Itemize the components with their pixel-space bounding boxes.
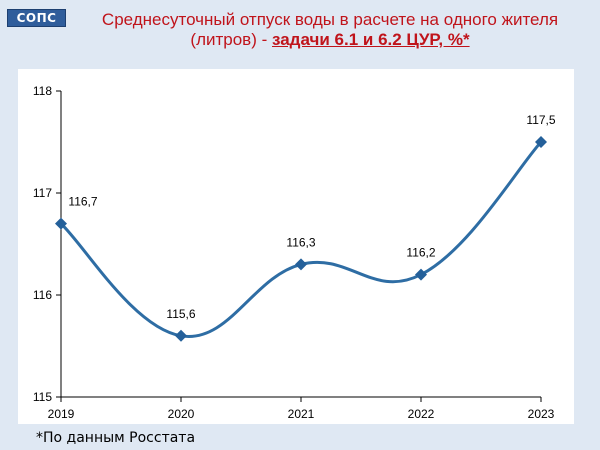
data-label: 116,2 [406, 246, 435, 260]
data-point [535, 136, 547, 148]
x-tick-label: 2019 [48, 407, 75, 421]
y-tick-label: 116 [33, 288, 52, 302]
data-label: 116,3 [286, 235, 315, 249]
data-label: 116,7 [68, 195, 97, 209]
x-tick-label: 2022 [408, 407, 435, 421]
chart-title: Среднесуточный отпуск воды в расчете на … [70, 10, 590, 50]
chart-panel [18, 69, 574, 424]
chart-title-main: Среднесуточный отпуск воды в расчете на … [101, 10, 559, 49]
data-point [55, 217, 67, 230]
x-tick-label: 2021 [288, 407, 315, 421]
x-tick-label: 2020 [168, 407, 195, 421]
data-label: 117,5 [526, 113, 555, 127]
chart-title-highlight: задачи 6.1 и 6.2 ЦУР, %* [272, 30, 470, 49]
y-tick-label: 115 [33, 390, 52, 404]
data-point [295, 258, 307, 271]
y-tick-label: 117 [33, 186, 52, 200]
data-point [175, 329, 187, 342]
data-label: 115,6 [166, 307, 195, 321]
data-point [415, 268, 427, 281]
logo: СОПС [7, 9, 66, 27]
x-tick-label: 2023 [528, 407, 555, 421]
y-tick-label: 118 [33, 84, 52, 98]
source-note: *По данным Росстата [36, 430, 196, 446]
